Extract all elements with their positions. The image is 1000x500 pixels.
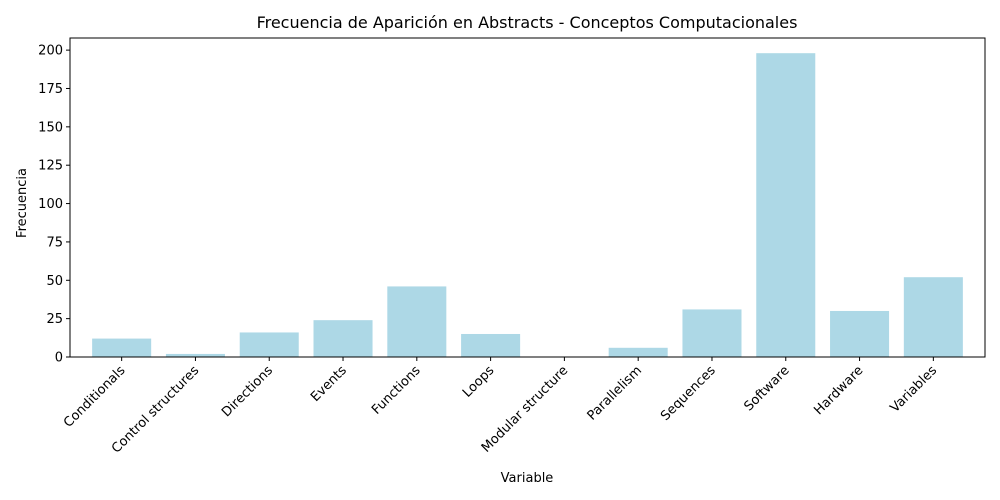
y-tick-label: 200: [38, 44, 63, 59]
chart-title: Frecuencia de Aparición en Abstracts - C…: [257, 13, 798, 32]
x-tick-label: Directions: [219, 363, 276, 420]
y-tick-label: 125: [38, 159, 63, 174]
bar-sequences: [682, 309, 742, 357]
bar-variables: [903, 277, 963, 357]
bar-functions: [387, 286, 447, 357]
bar-events: [313, 320, 373, 357]
bar-parallelism: [608, 347, 668, 357]
x-tick-label: Conditionals: [61, 363, 129, 431]
bar-loops: [461, 333, 521, 357]
y-tick-label: 75: [46, 235, 63, 250]
x-tick-label: Software: [741, 363, 792, 414]
y-tick-label: 100: [38, 197, 63, 212]
y-axis: 0 25 50 75 100 125 150 175 200: [38, 44, 70, 366]
y-tick-label: 150: [38, 120, 63, 135]
y-tick-label: 50: [46, 274, 63, 289]
bar-hardware: [830, 310, 890, 357]
bar-control-structures: [165, 353, 225, 357]
bar-directions: [239, 332, 299, 357]
bar-software: [756, 53, 816, 357]
x-tick-label: Functions: [369, 363, 424, 418]
y-tick-label: 25: [46, 312, 63, 327]
y-tick-label: 175: [38, 82, 63, 97]
x-tick-label: Parallelism: [585, 363, 645, 423]
bars-group: [92, 53, 963, 357]
x-tick-label: Variables: [888, 363, 941, 416]
plot-frame: [69, 37, 986, 358]
bar-conditionals: [92, 338, 152, 357]
x-tick-label: Hardware: [811, 363, 866, 418]
x-tick-label: Loops: [460, 363, 498, 401]
x-axis-label: Variable: [501, 471, 554, 486]
x-tick-label: Events: [308, 363, 350, 405]
y-tick-label: 0: [55, 351, 63, 366]
y-axis-label: Frecuencia: [15, 168, 30, 238]
x-tick-label: Sequences: [658, 363, 719, 424]
